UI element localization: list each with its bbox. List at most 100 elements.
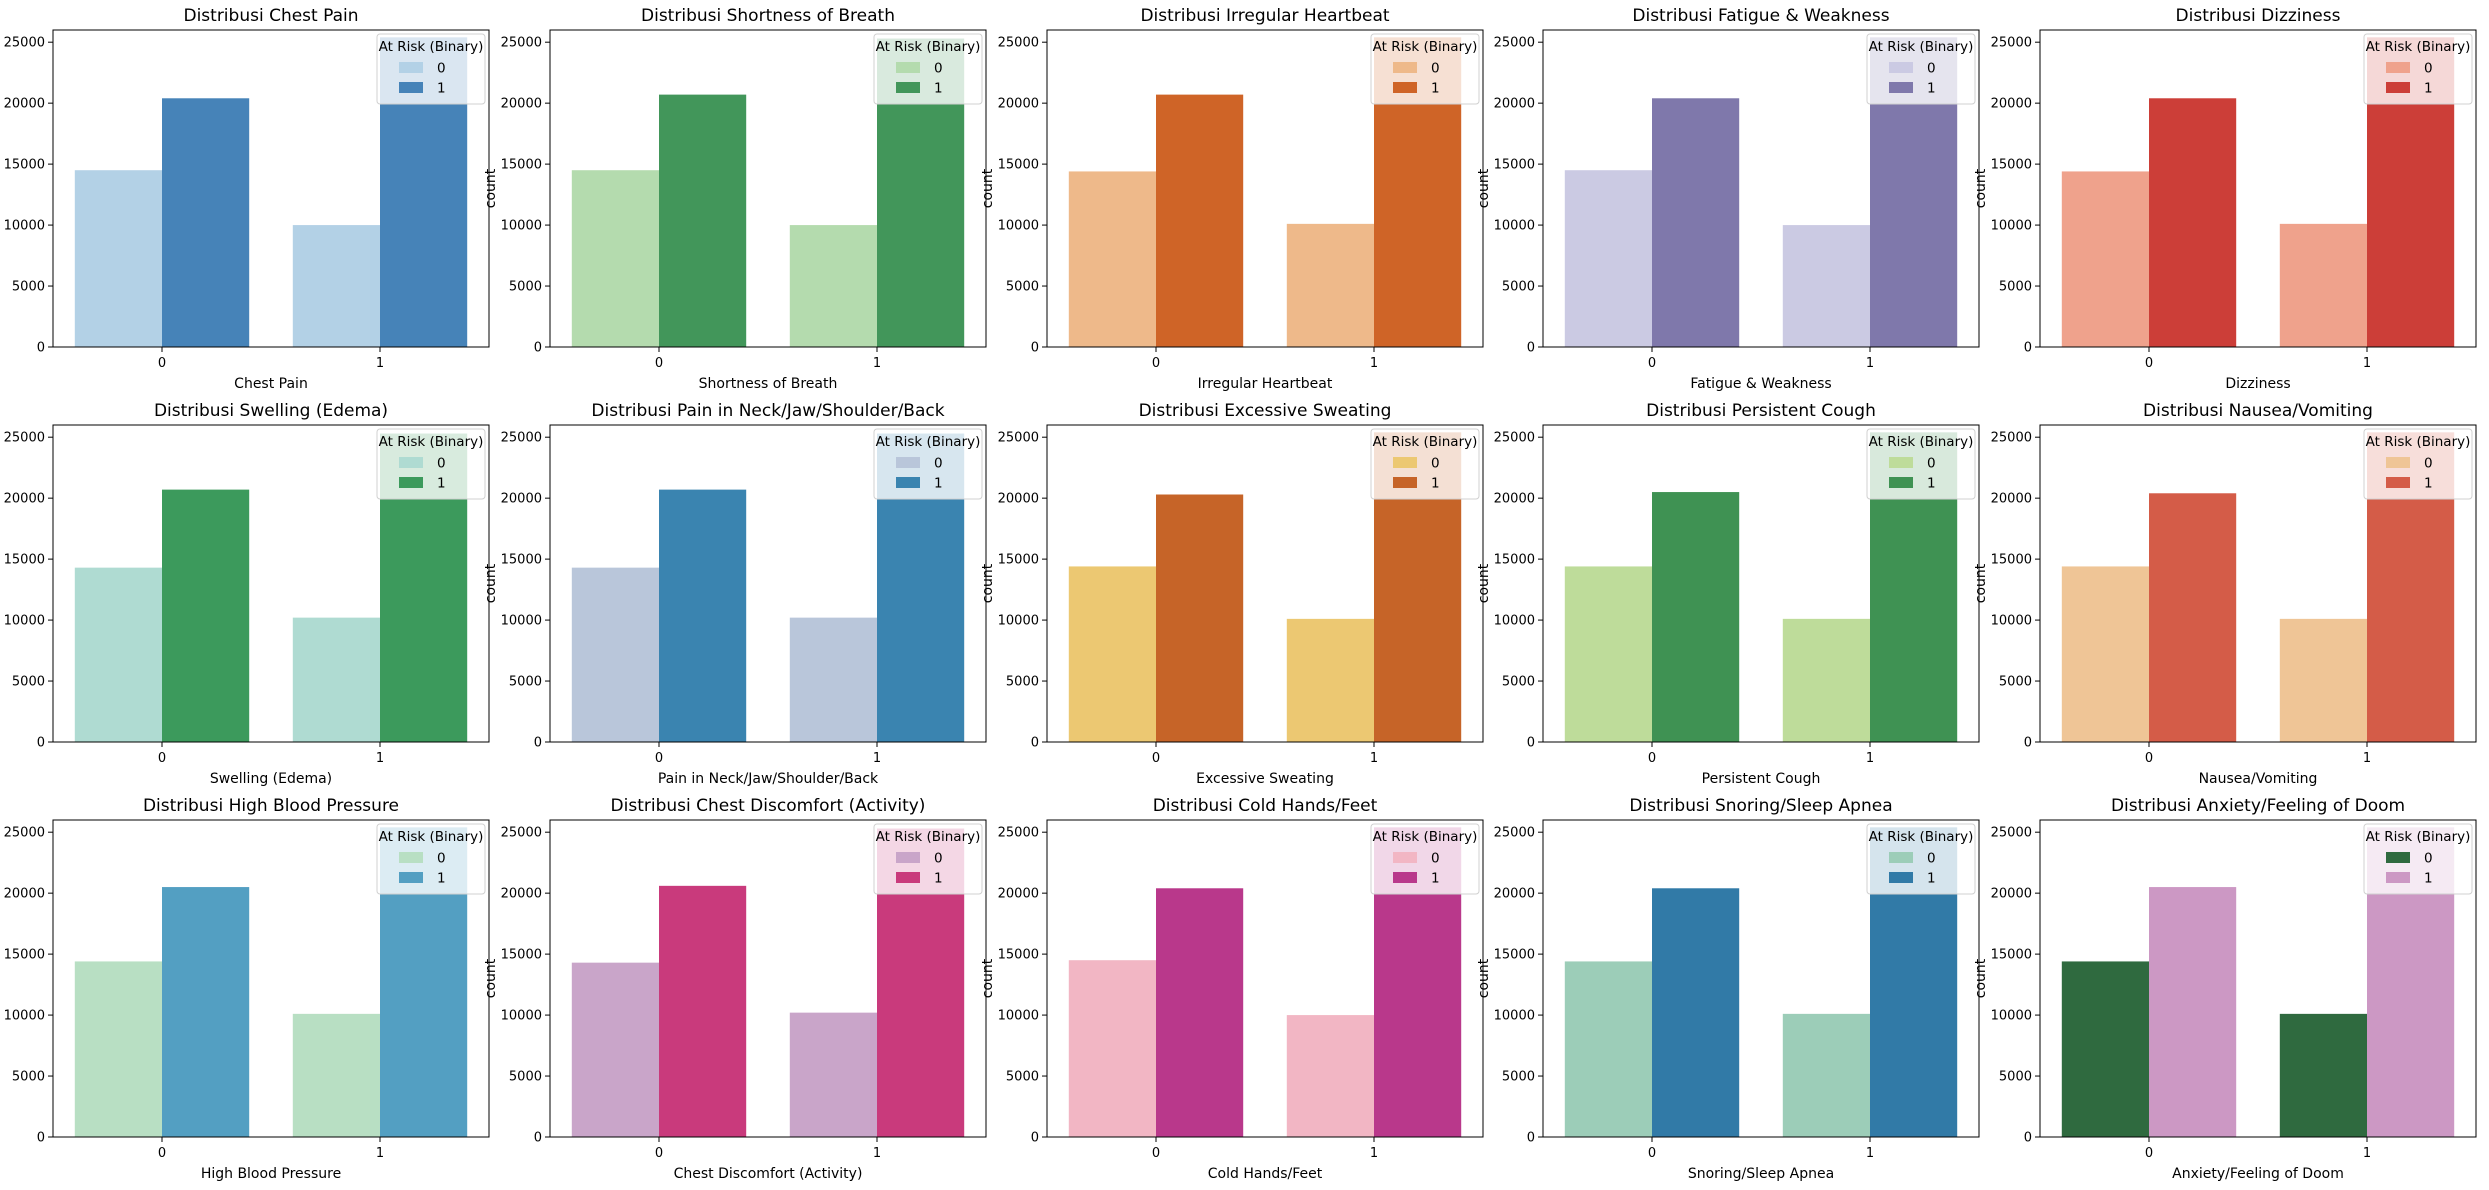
- chart-3-bar-series1-cat0: [1652, 98, 1740, 347]
- chart-5: 0 5000 10000 15000 20000 25000 0 1 Distribusi Sw…: [0, 401, 490, 787]
- chart-2-xlabel: Irregular Heartbeat: [1198, 376, 1333, 392]
- chart-13-ytick-label: 25000: [1494, 826, 1535, 841]
- chart-14-ytick-label: 10000: [1991, 1009, 2032, 1024]
- chart-4-ytick-label: 15000: [1991, 158, 2032, 173]
- chart-11-legend-label-1: 1: [934, 871, 943, 887]
- chart-0-title: Distribusi Chest Pain: [183, 6, 358, 26]
- chart-8-bar-series1-cat0: [1652, 492, 1740, 742]
- chart-13-legend-title: At Risk (Binary): [1869, 829, 1974, 845]
- chart-10-legend-swatch-0: [399, 852, 423, 863]
- chart-11-title: Distribusi Chest Discomfort (Activity): [611, 796, 926, 816]
- chart-8-axes-frame: [1542, 424, 1980, 743]
- chart-4-ytick-label: 25000: [1991, 36, 2032, 51]
- chart-1-legend-swatch-1: [896, 82, 920, 93]
- chart-13-legend-label-1: 1: [1927, 871, 1936, 887]
- chart-6-legend: At Risk (Binary) 0 1: [873, 428, 983, 500]
- chart-8-legend-label-0: 0: [1927, 456, 1936, 472]
- chart-0-bar-series0-cat1: [292, 225, 380, 347]
- chart-7-ytick-label: 10000: [998, 614, 1039, 629]
- chart-0-legend: At Risk (Binary) 0 1: [376, 33, 486, 105]
- chart-4: 0 5000 10000 15000 20000 25000 0 1 Distribusi Di…: [1973, 6, 2477, 392]
- chart-10-bar-series1-cat0: [162, 887, 250, 1137]
- chart-0-xtick-label: 1: [376, 356, 384, 371]
- chart-1-title: Distribusi Shortness of Breath: [641, 6, 895, 26]
- chart-4-bar-series0-cat0: [2061, 171, 2149, 347]
- chart-2-axes-frame: [1046, 29, 1484, 348]
- chart-9-axes-frame: [2039, 424, 2477, 743]
- chart-14-legend-label-0: 0: [2424, 851, 2433, 867]
- chart-13-legend-swatch-0: [1889, 852, 1913, 863]
- chart-5-legend: At Risk (Binary) 0 1: [376, 428, 486, 500]
- chart-2-title: Distribusi Irregular Heartbeat: [1140, 6, 1389, 26]
- chart-7-ytick-label: 25000: [998, 431, 1039, 446]
- chart-6-xtick-label: 0: [655, 751, 663, 766]
- chart-8-title: Distribusi Persistent Cough: [1646, 401, 1876, 421]
- chart-7-ylabel: count: [980, 563, 996, 603]
- chart-9-title: Distribusi Nausea/Vomiting: [2143, 401, 2373, 421]
- chart-9-legend-title: At Risk (Binary): [2366, 434, 2471, 450]
- chart-4-legend-label-1: 1: [2424, 81, 2433, 97]
- chart-2-legend-title: At Risk (Binary): [1373, 39, 1478, 55]
- chart-12-legend-swatch-1: [1393, 872, 1417, 883]
- chart-1-axes-frame: [549, 29, 987, 348]
- chart-4-legend: At Risk (Binary) 0 1: [2363, 33, 2473, 105]
- chart-4-xtick-label: 0: [2145, 356, 2153, 371]
- chart-1-ytick-label: 10000: [501, 219, 542, 234]
- chart-2-legend-label-1: 1: [1431, 81, 1440, 97]
- chart-4-title: Distribusi Dizziness: [2176, 6, 2341, 26]
- chart-6-legend-title: At Risk (Binary): [876, 434, 981, 450]
- chart-5-bar-series0-cat0: [74, 567, 162, 742]
- chart-9-legend-swatch-1: [2386, 477, 2410, 488]
- chart-10-bar-series0-cat1: [292, 1013, 380, 1137]
- chart-11-ylabel: count: [483, 958, 499, 998]
- chart-10-legend: At Risk (Binary) 0 1: [376, 823, 486, 895]
- chart-7-ytick-label: 20000: [998, 492, 1039, 507]
- chart-11-xlabel: Chest Discomfort (Activity): [674, 1166, 863, 1182]
- chart-13-ytick-label: 20000: [1494, 887, 1535, 902]
- chart-10-axes-frame: [52, 819, 490, 1138]
- chart-14-axes-frame: [2039, 819, 2477, 1138]
- chart-10-ytick-label: 5000: [12, 1070, 45, 1085]
- chart-8-legend-swatch-0: [1889, 457, 1913, 468]
- chart-5-bar-series0-cat1: [292, 617, 380, 742]
- chart-5-legend-title: At Risk (Binary): [379, 434, 484, 450]
- chart-7-legend-label-1: 1: [1431, 476, 1440, 492]
- chart-1: 0 5000 10000 15000 20000 25000 0 1 Distribusi Sh…: [483, 6, 987, 392]
- chart-2-legend: At Risk (Binary) 0 1: [1370, 33, 1480, 105]
- chart-13-bar-series1-cat0: [1652, 888, 1740, 1137]
- chart-12-legend-label-1: 1: [1431, 871, 1440, 887]
- chart-0-legend-swatch-0: [399, 62, 423, 73]
- chart-1-xlabel: Shortness of Breath: [699, 376, 838, 392]
- chart-6-ylabel: count: [483, 563, 499, 603]
- chart-0-ytick-label: 25000: [4, 36, 45, 51]
- chart-13-ylabel: count: [1476, 958, 1492, 998]
- chart-3-xtick-label: 1: [1866, 356, 1874, 371]
- chart-9-legend-swatch-0: [2386, 457, 2410, 468]
- chart-11-ytick-label: 15000: [501, 948, 542, 963]
- chart-11-bar-series0-cat1: [789, 1012, 877, 1137]
- chart-9-ylabel: count: [1973, 563, 1989, 603]
- chart-12-xtick-label: 1: [1370, 1146, 1378, 1161]
- chart-5-legend-swatch-1: [399, 477, 423, 488]
- chart-4-ytick-label: 10000: [1991, 219, 2032, 234]
- chart-3-title: Distribusi Fatigue & Weakness: [1632, 6, 1889, 26]
- chart-1-ytick-label: 15000: [501, 158, 542, 173]
- chart-1-legend-swatch-0: [896, 62, 920, 73]
- chart-5-xtick-label: 1: [376, 751, 384, 766]
- chart-3-ytick-label: 0: [1527, 341, 1535, 356]
- chart-8-ytick-label: 15000: [1494, 553, 1535, 568]
- chart-7-legend-title: At Risk (Binary): [1373, 434, 1478, 450]
- chart-6-ytick-label: 0: [534, 736, 542, 751]
- chart-0-xtick-label: 0: [158, 356, 166, 371]
- chart-7-legend: At Risk (Binary) 0 1: [1370, 428, 1480, 500]
- chart-13-axes-frame: [1542, 819, 1980, 1138]
- chart-12-legend-swatch-0: [1393, 852, 1417, 863]
- chart-6-axes-frame: [549, 424, 987, 743]
- chart-1-ylabel: count: [483, 168, 499, 208]
- chart-0-ytick-label: 15000: [4, 158, 45, 173]
- chart-10-ylabel: count: [0, 958, 2, 998]
- chart-13-title: Distribusi Snoring/Sleep Apnea: [1629, 796, 1892, 816]
- chart-13-xlabel: Snoring/Sleep Apnea: [1688, 1166, 1834, 1182]
- chart-12-ytick-label: 0: [1031, 1131, 1039, 1146]
- chart-12-ytick-label: 20000: [998, 887, 1039, 902]
